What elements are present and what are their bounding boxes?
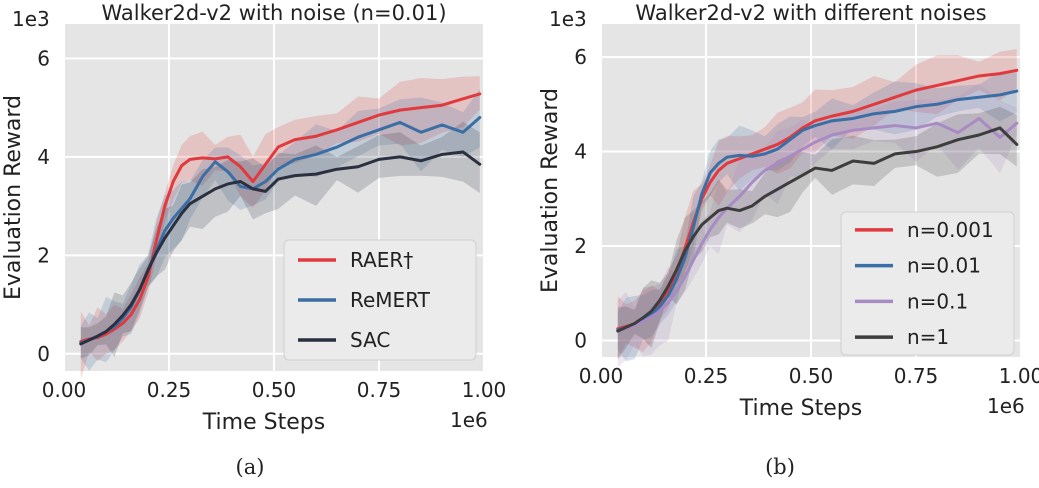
chart-panel-a: 0.00 0.25 0.50 0.75 1.00 0 2 4 6 1e3 1e6 Walker2d-v… xyxy=(1,1,506,479)
x-multiplier: 1e6 xyxy=(450,408,488,432)
y-tick-label: 6 xyxy=(574,45,587,69)
legend-label: n=1 xyxy=(907,325,949,349)
band-raer- xyxy=(80,76,480,379)
y-axis-label: Evaluation Reward xyxy=(1,95,26,300)
x-tick-label: 1.00 xyxy=(999,364,1039,388)
legend-label: RAER† xyxy=(350,248,413,272)
x-tick-label: 0.25 xyxy=(684,364,729,388)
series-line-n-1 xyxy=(616,126,1019,333)
legend-label: n=0.01 xyxy=(907,254,981,278)
legend-label: SAC xyxy=(350,328,390,352)
y-tick-label: 0 xyxy=(37,342,50,366)
band-n-0-001 xyxy=(617,49,1017,359)
x-tick-label: 0.75 xyxy=(357,378,402,402)
legend-box xyxy=(283,239,477,361)
legend-label: n=0.1 xyxy=(907,289,968,313)
y-multiplier: 1e3 xyxy=(12,7,50,31)
legend-box xyxy=(840,211,1015,356)
x-axis-label: Time Steps xyxy=(739,396,862,421)
chart-title: Walker2d-v2 with different noises xyxy=(635,1,986,25)
series-line-remert xyxy=(79,116,482,345)
x-tick-label: 1.00 xyxy=(462,378,507,402)
figure-caption: (b) xyxy=(765,455,795,479)
series-line-n-0-1 xyxy=(616,116,1019,333)
y-tick-label: 2 xyxy=(37,243,50,267)
y-tick-label: 4 xyxy=(37,145,50,169)
legend: RAER† ReMERT SAC xyxy=(283,239,477,361)
x-tick-label: 0.25 xyxy=(147,378,192,402)
chart-panel-b: 0.00 0.25 0.50 0.75 1.00 0 2 4 6 1e3 1e6 Walker2d-v… xyxy=(538,1,1039,479)
series-line-raer- xyxy=(79,92,482,343)
figure-caption: (a) xyxy=(236,455,265,479)
chart-title: Walker2d-v2 with noise (n=0.01) xyxy=(101,1,446,25)
y-axis-label: Evaluation Reward xyxy=(538,88,563,293)
x-tick-label: 0.75 xyxy=(894,364,939,388)
legend: n=0.001 n=0.01 n=0.1 n=1 xyxy=(840,211,1015,356)
band-n-0-01 xyxy=(617,71,1017,362)
x-multiplier: 1e6 xyxy=(987,394,1025,418)
y-tick-label: 4 xyxy=(574,140,587,164)
y-multiplier: 1e3 xyxy=(549,7,587,31)
series-line-sac xyxy=(79,150,482,346)
x-tick-label: 0.00 xyxy=(579,364,624,388)
y-tick-label: 2 xyxy=(574,234,587,258)
y-tick-label: 6 xyxy=(37,46,50,70)
x-axis-label: Time Steps xyxy=(202,410,325,435)
band-n-0-1 xyxy=(617,83,1017,368)
x-tick-label: 0.50 xyxy=(252,378,297,402)
y-tick-label: 0 xyxy=(574,328,587,352)
legend-label: n=0.001 xyxy=(907,218,994,242)
legend-label: ReMERT xyxy=(350,288,431,312)
band-remert xyxy=(80,89,480,371)
series-line-n-0-01 xyxy=(616,89,1019,332)
x-tick-label: 0.50 xyxy=(789,364,834,388)
x-tick-label: 0.00 xyxy=(42,378,87,402)
